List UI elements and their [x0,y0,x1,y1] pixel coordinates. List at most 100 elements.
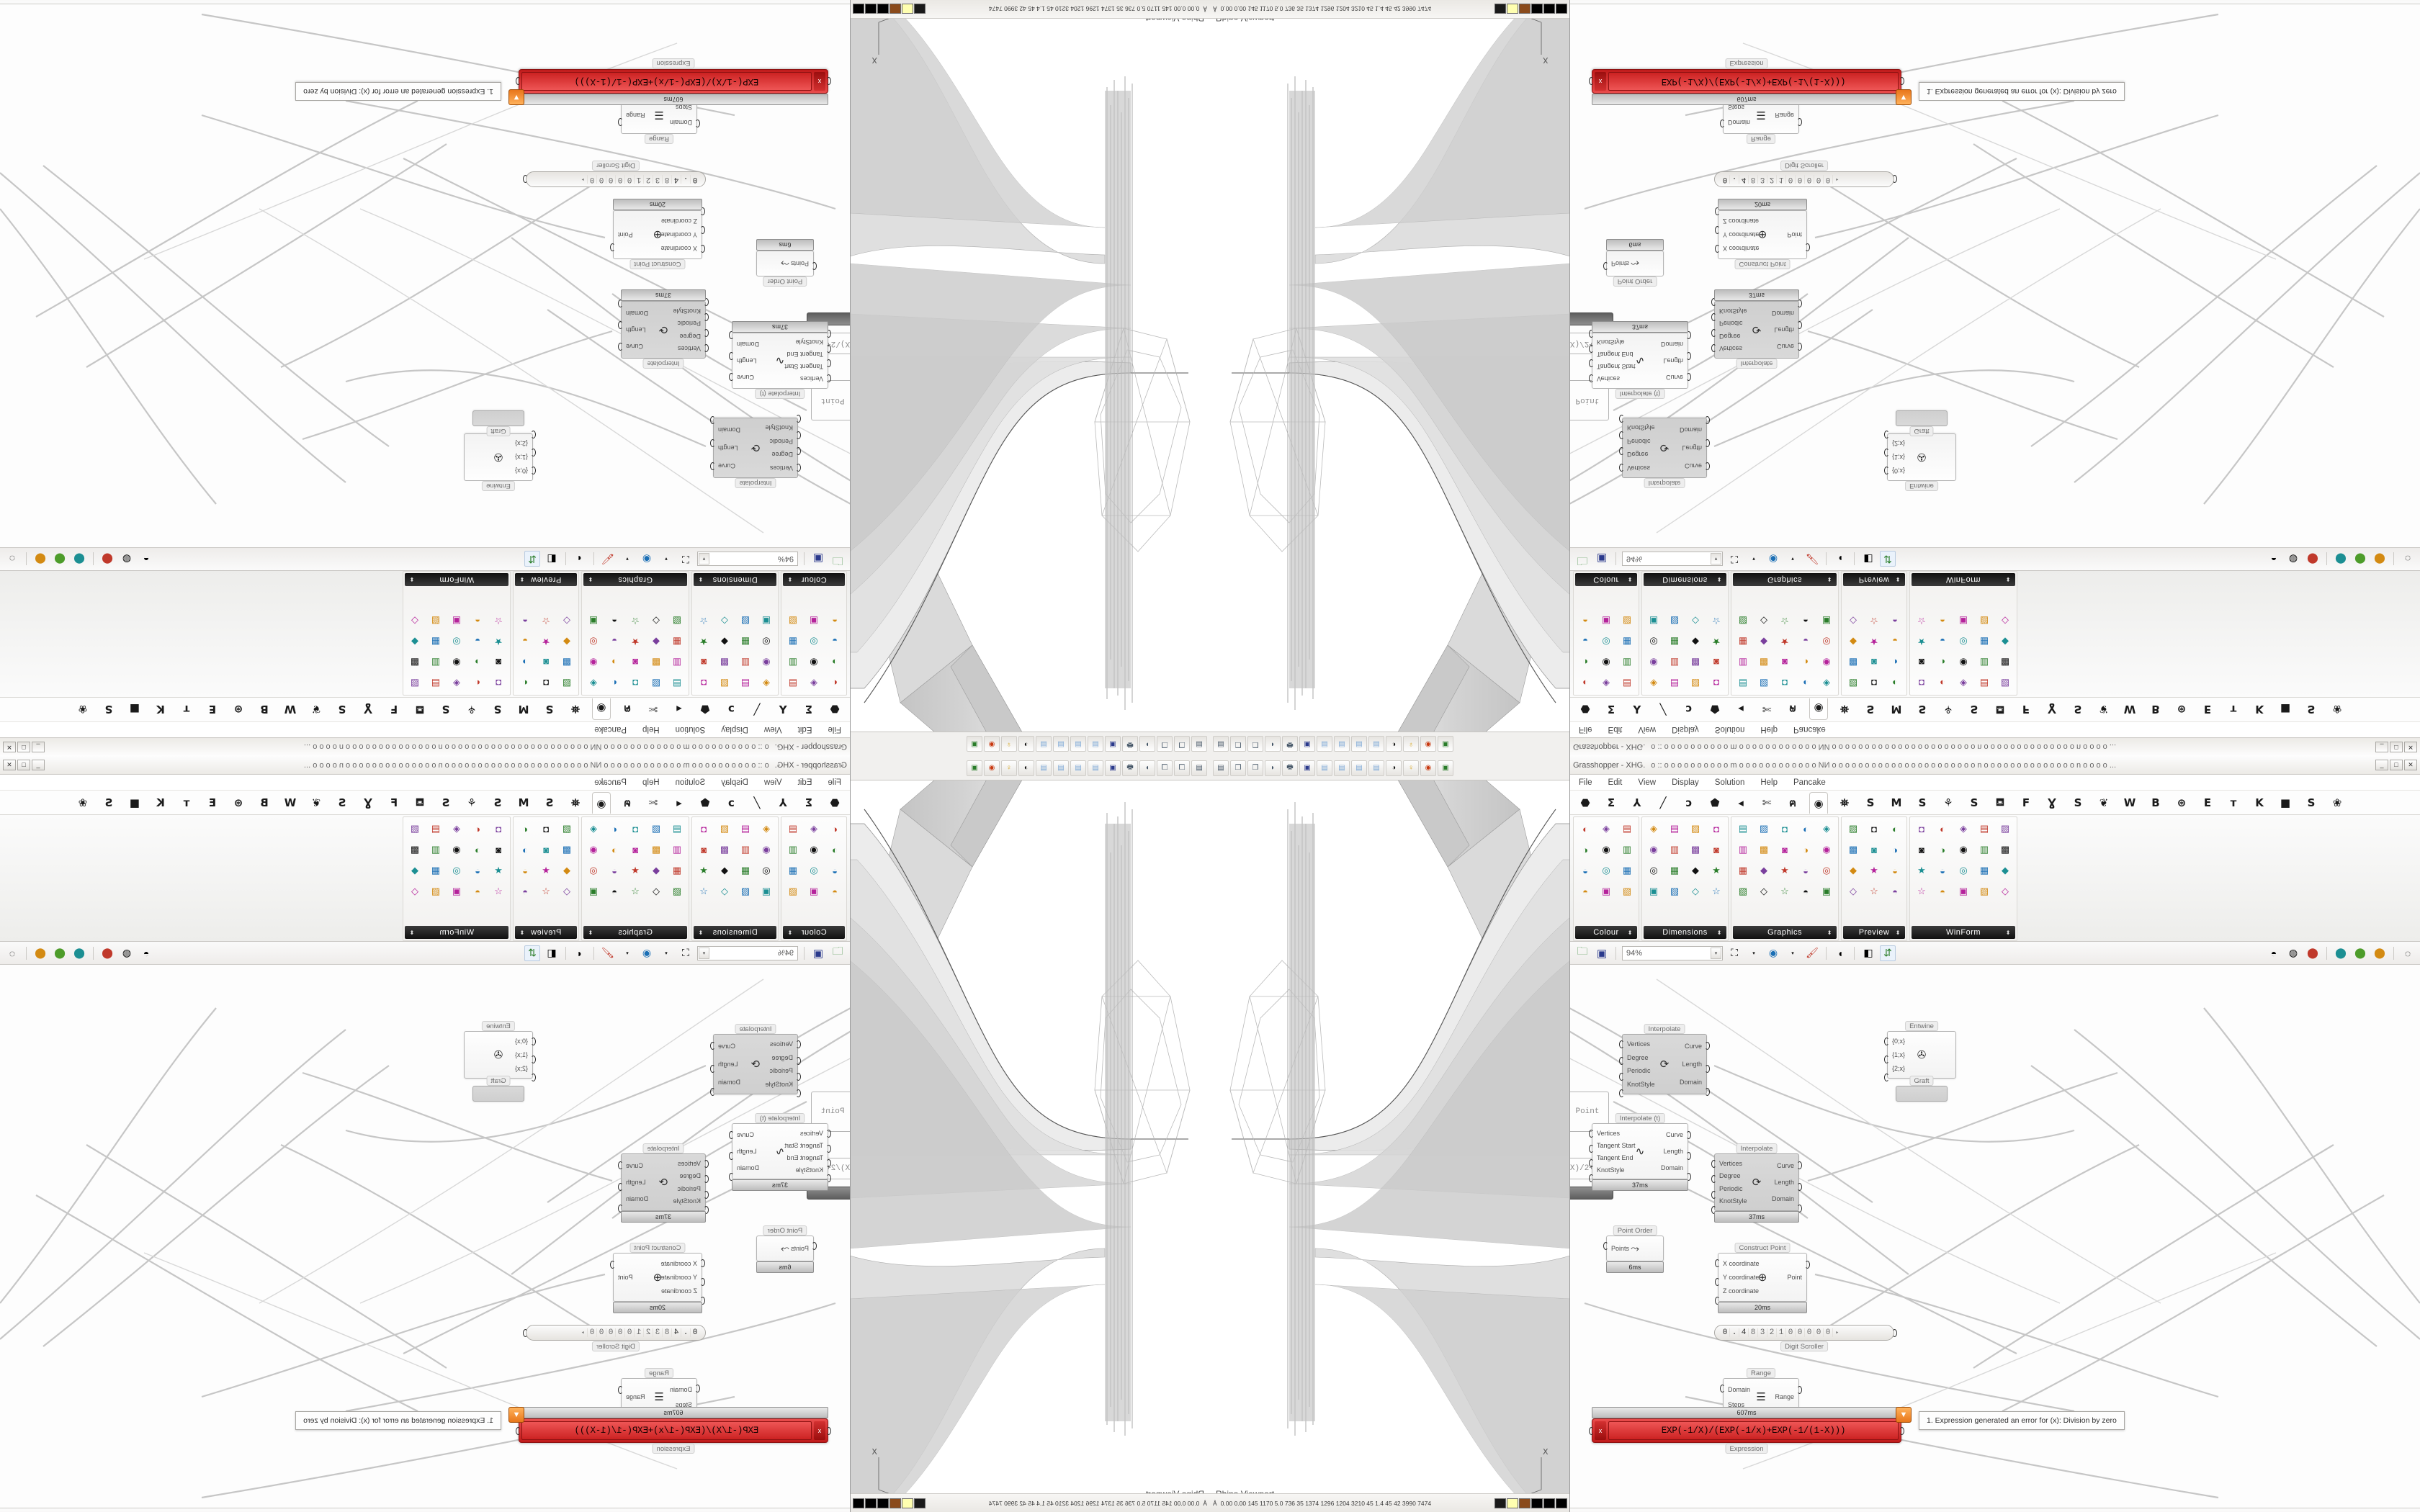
menu-item-edit[interactable]: Edit [797,778,812,787]
tab-blue-tab[interactable]: ■ [2280,796,2291,809]
grid-green-icon[interactable]: ☆ [1917,886,1926,896]
ruby-red-2-icon[interactable]: ▦ [1622,636,1632,647]
input-port[interactable]: Domain [1728,119,1751,127]
input-port[interactable]: Points [1611,260,1630,267]
gradient-bar-icon[interactable]: ◒ [1582,636,1588,647]
select-dim-icon[interactable]: ★ [699,865,708,876]
digit-cell[interactable]: 8 [1749,175,1758,184]
input-knob[interactable] [796,1056,801,1065]
tab-tools-tab[interactable]: ⚘ [1943,703,1953,716]
tab-display[interactable]: ◉ [1809,698,1828,721]
tab-curve[interactable]: ↄ [727,796,735,809]
tag-x-icon[interactable]: ◈ [1650,678,1657,689]
tab-w-tab[interactable]: W [2123,796,2136,809]
output-port[interactable]: Domain [1771,309,1794,317]
flame-icon[interactable]: ▨ [651,678,661,689]
tab-k-tab[interactable]: K [156,796,165,809]
output-knob[interactable] [710,462,715,470]
input-port[interactable]: Vertices [1597,375,1621,383]
tree-scene-icon[interactable]: ◙ [543,844,549,855]
tab-w-tab[interactable]: W [284,796,297,809]
digit-cell[interactable]: 1 [1777,175,1786,184]
label-tag-icon[interactable]: ▩ [410,844,420,855]
menu-bar[interactable]: File Edit View Display Solution Help Pan… [1570,775,2420,791]
swatch-5[interactable] [853,4,864,14]
dropdown-icon[interactable]: ◑ [1940,657,1945,668]
input-port[interactable]: Vertices [1719,1159,1743,1167]
input-knob[interactable] [1715,1297,1720,1305]
panel-icon[interactable]: ▤ [1213,736,1229,752]
input-port[interactable]: Points [790,260,809,267]
digit-scroller[interactable]: 0. 4 8 3 2 1 0 0 0 0 0 ‣ Digit Scroller [1714,1325,1897,1351]
digit-cell[interactable]: 4 [671,175,681,184]
tab-s-tab-4[interactable]: S [2074,796,2082,809]
ribbon-group-expand-icon[interactable]: ⬍ [519,576,525,583]
sphere-dark-icon[interactable]: ◉ [1822,657,1831,668]
link-icon[interactable]: ◇ [1760,616,1767,626]
axis-dim-icon[interactable]: ◘ [1713,823,1719,834]
layer-3[interactable]: ▤ [1351,736,1367,752]
ring-icon[interactable]: ★ [1780,865,1789,876]
node-interpolate-t[interactable]: Interpolate (t) Vertices Tangent Start Tang… [729,1113,831,1191]
close-button[interactable]: ✕ [2404,742,2417,752]
area-chart-icon[interactable]: ◇ [411,886,418,896]
tab-s-tab-3[interactable]: S [442,703,450,716]
tab-green-tab[interactable]: ❀ [2332,796,2342,809]
texture-quad-icon[interactable]: ◐ [522,823,528,834]
input-port[interactable]: Degree [1627,451,1649,459]
orange-blob-icon[interactable]: ⬤ [2374,947,2385,958]
output-knob[interactable] [729,352,734,360]
input-knob[interactable] [1884,449,1889,456]
output-port[interactable]: Range [626,112,645,119]
sphere-dark-icon[interactable]: ◉ [1822,844,1831,855]
cluster-icon[interactable]: ⇵ [524,945,540,961]
digit-cell[interactable]: 4 [1739,175,1749,184]
cluster-dots-icon[interactable]: ▩ [562,844,572,855]
input-port[interactable]: Degree [1719,332,1741,340]
input-knob[interactable] [796,1089,801,1097]
film-frame-icon[interactable]: ◘ [1871,823,1877,834]
digit-scroller[interactable]: 0. 4 8 3 2 1 0 0 0 0 0 ‣ Digit Scroller [523,1325,706,1351]
label-tag-icon[interactable]: ▩ [410,657,420,668]
input-port[interactable]: {0;x} [1892,467,1906,474]
tab-m-tab[interactable]: M [1891,703,1902,716]
pie-slice-icon[interactable]: ◐ [475,678,480,689]
zoom-extents-icon[interactable]: ⛶ [1731,554,1738,565]
donut-green-icon[interactable]: ◈ [1960,823,1967,834]
chevron-down-icon-2[interactable]: ▾ [1752,556,1755,562]
flame-icon[interactable]: ▨ [651,823,661,834]
input-port[interactable]: Degree [771,451,793,459]
tab-spider-tab[interactable]: ⊛ [2177,796,2187,809]
point-dim-icon[interactable]: ▨ [720,823,730,834]
menu-bar[interactable]: File Edit View Display Solution Help Pan… [1570,721,2420,737]
hsl-text-icon[interactable]: ◑ [832,657,838,668]
rhino-geometry[interactable]: X [850,780,1210,1512]
menu-item-view[interactable]: View [1638,725,1657,734]
circle-T-icon[interactable]: ▥ [672,657,682,668]
ellipse-grey-icon[interactable]: ▣ [1821,616,1832,626]
output-knob[interactable] [1686,1173,1691,1181]
grid-swatch-icon[interactable]: ▥ [788,844,798,855]
input-knob[interactable] [1619,1089,1624,1097]
tab-mesh[interactable]: ◂ [676,796,682,809]
output-knob[interactable] [1705,416,1710,424]
tab-s-tab-1[interactable]: S [1866,796,1875,809]
checkbox-ok-icon[interactable]: ◙ [1919,657,1924,668]
input-port[interactable]: Periodic [677,1184,701,1192]
tab-teapot-tab[interactable]: ⛾ [1995,703,2005,717]
shaded-icon[interactable]: ◍ [122,947,132,958]
hsv-text-icon[interactable]: ◓ [1582,615,1588,626]
input-port[interactable]: Points [1611,1245,1630,1252]
stripes-icon[interactable]: ◒ [1940,636,1945,647]
colour-swatch-icon[interactable]: ▨ [562,823,572,834]
tab-vector[interactable]: ╱ [753,796,761,809]
expression-input-tag[interactable]: x [814,72,825,91]
input-port[interactable]: Steps [1728,1400,1745,1408]
circle-T-icon[interactable]: ▥ [1738,844,1748,855]
menu-item-help[interactable]: Help [1760,725,1778,734]
input-knob[interactable] [695,120,700,127]
tab-s-tab-5[interactable]: S [2307,703,2316,716]
curve-dim-icon[interactable]: ◉ [762,657,771,668]
input-knob[interactable] [1619,464,1624,472]
list-panel-icon[interactable]: ◘ [496,678,501,689]
